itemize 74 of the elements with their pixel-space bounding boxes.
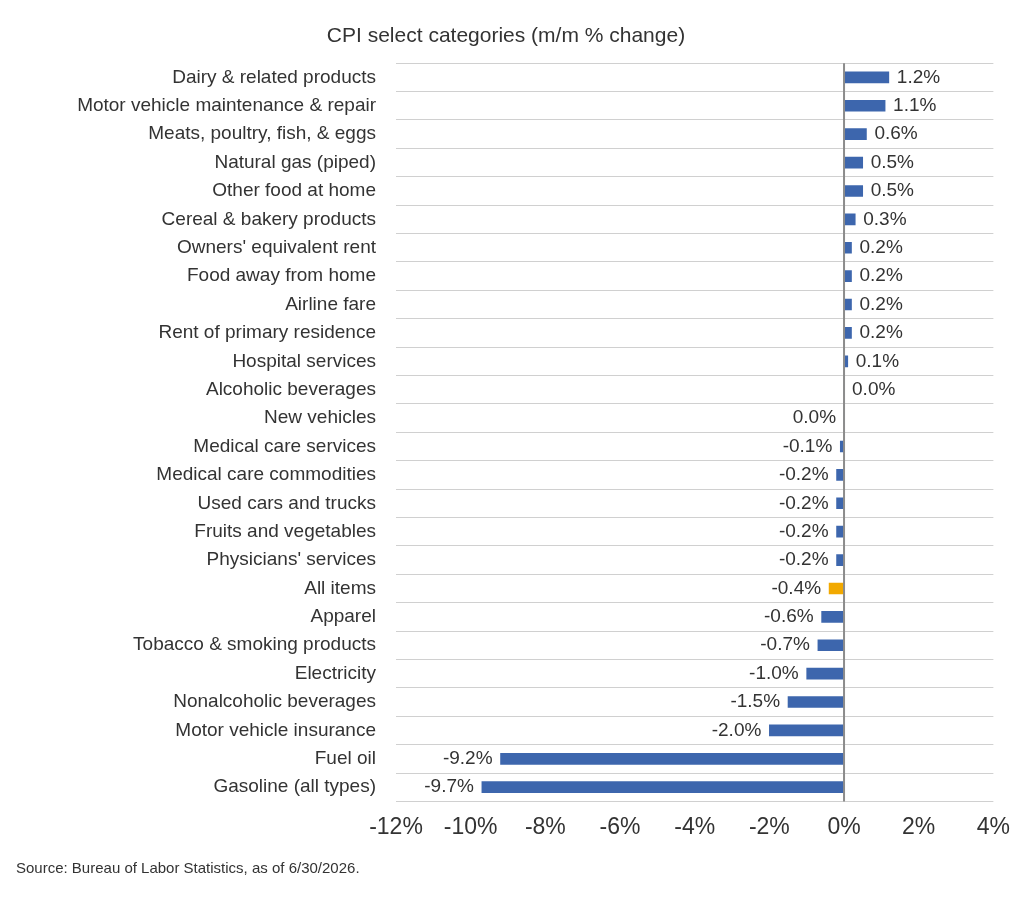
data-label: -0.7% xyxy=(760,633,810,655)
data-label: 0.2% xyxy=(859,264,903,286)
data-label: -0.2% xyxy=(778,519,829,541)
x-tick-label: 4% xyxy=(976,812,1010,839)
y-tick-label: Rent of primary residence xyxy=(158,321,376,343)
bar xyxy=(769,724,845,737)
data-label: 0.5% xyxy=(870,179,915,201)
x-tick-label: 2% xyxy=(902,812,936,839)
data-label: -9.2% xyxy=(442,747,493,769)
y-tick-label: Hospital services xyxy=(232,349,376,371)
y-tick-label: New vehicles xyxy=(264,406,376,428)
y-tick-label: Motor vehicle insurance xyxy=(175,718,376,740)
data-label: 1.2% xyxy=(896,65,941,87)
bar xyxy=(843,71,890,84)
y-tick-label: Medical care services xyxy=(193,434,376,456)
y-tick-label: Electricity xyxy=(294,661,377,683)
y-tick-label: Physicians' services xyxy=(206,548,376,570)
bar xyxy=(787,696,845,708)
y-tick-label: Medical care commodities xyxy=(156,463,376,485)
data-label: -0.2% xyxy=(778,548,829,570)
y-tick-label: Cereal & bakery products xyxy=(161,207,376,229)
x-tick-label: -12% xyxy=(369,812,423,839)
x-tick-label: -2% xyxy=(748,812,790,839)
bar xyxy=(500,752,845,765)
data-label: -1.5% xyxy=(730,690,781,712)
x-tick-label: -8% xyxy=(524,812,566,839)
bar xyxy=(817,639,845,652)
y-tick-label: Apparel xyxy=(310,605,376,627)
data-label: 0.0% xyxy=(852,377,896,399)
y-tick-label: Fuel oil xyxy=(314,747,376,769)
source-note: Source: Bureau of Labor Statistics, as of 6/30/2026. xyxy=(15,859,361,876)
data-label: -1.0% xyxy=(749,661,799,683)
data-label: 0.2% xyxy=(859,235,903,257)
y-tick-label: Motor vehicle maintenance & repair xyxy=(77,94,377,116)
y-tick-label: Airline fare xyxy=(285,292,376,314)
data-label: 0.3% xyxy=(863,207,907,229)
y-tick-label: Owners' equivalent rent xyxy=(176,235,377,257)
data-label: -0.2% xyxy=(778,463,829,485)
data-label: -0.4% xyxy=(771,576,822,598)
data-label: 0.2% xyxy=(859,321,903,343)
y-tick-label: Other food at home xyxy=(212,179,376,201)
data-label: 0.0% xyxy=(792,406,837,428)
y-tick-label: Fruits and vegetables xyxy=(194,519,376,541)
y-tick-label: Dairy & related products xyxy=(172,65,376,87)
data-label: 0.2% xyxy=(859,292,903,314)
y-tick-label: Food away from home xyxy=(186,264,376,286)
x-tick-label: -6% xyxy=(599,812,641,839)
y-tick-label: All items xyxy=(304,576,376,598)
y-tick-label: Meats, poultry, fish, & eggs xyxy=(148,122,376,144)
data-label: -0.6% xyxy=(763,605,814,627)
bar xyxy=(843,128,867,141)
data-label: 0.5% xyxy=(870,150,915,172)
y-tick-label: Tobacco & smoking products xyxy=(133,633,376,655)
x-tick-label: -4% xyxy=(674,812,716,839)
y-tick-label: Gasoline (all types) xyxy=(213,775,376,797)
y-tick-label: Alcoholic beverages xyxy=(205,377,376,399)
x-tick-label: 0% xyxy=(827,812,861,839)
data-label: 0.1% xyxy=(855,349,900,371)
data-label: 0.6% xyxy=(874,122,918,144)
y-tick-label: Nonalcoholic beverages xyxy=(173,690,376,712)
y-tick-label: Used cars and trucks xyxy=(197,491,376,513)
bar xyxy=(806,667,845,680)
data-label: -0.1% xyxy=(782,434,833,456)
y-tick-label: Natural gas (piped) xyxy=(214,150,376,172)
data-label: -2.0% xyxy=(711,718,762,740)
bar xyxy=(821,611,845,623)
bar xyxy=(843,185,864,197)
bar xyxy=(481,781,845,794)
chart-title: CPI select categories (m/m % change) xyxy=(326,23,686,47)
data-label: 1.1% xyxy=(893,94,937,116)
bar xyxy=(843,99,886,112)
data-label: -9.7% xyxy=(424,775,474,797)
data-label: -0.2% xyxy=(778,491,829,513)
x-tick-label: -10% xyxy=(443,812,498,839)
